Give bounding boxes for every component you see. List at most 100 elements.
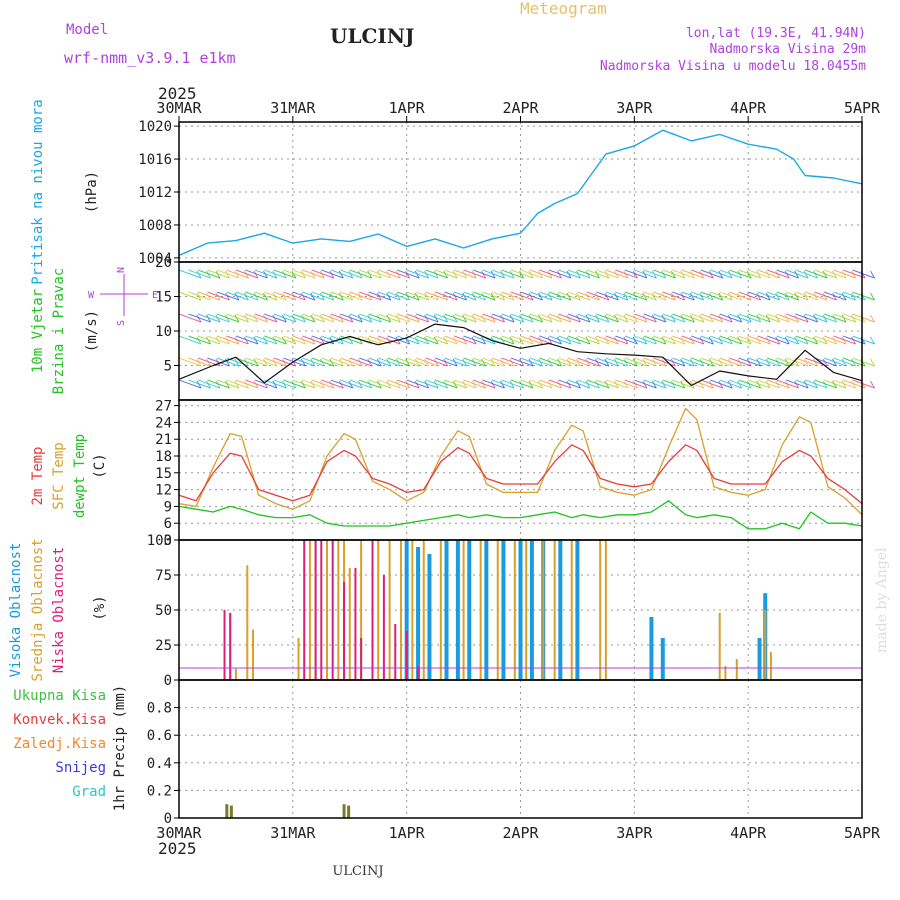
wind-barb-flag bbox=[794, 314, 800, 323]
cloud-mid-bar bbox=[399, 540, 402, 680]
wind-barb-flag bbox=[367, 292, 373, 301]
wind-barb-flag bbox=[405, 292, 411, 301]
wind-barb bbox=[795, 269, 818, 279]
wind-barb-flag bbox=[718, 270, 724, 279]
wind-barb bbox=[235, 335, 259, 345]
wind-barb bbox=[529, 357, 553, 367]
wind-barb-flag bbox=[661, 270, 667, 279]
wind-barb bbox=[453, 379, 477, 389]
cloud-mid-bar bbox=[553, 540, 556, 680]
wind-barb bbox=[852, 291, 875, 301]
wind-barb bbox=[634, 357, 657, 367]
wind-barb-flag bbox=[680, 270, 686, 279]
wind-barb-flag bbox=[594, 358, 600, 367]
wind-barb-flag bbox=[803, 270, 809, 279]
wind-barb bbox=[596, 313, 619, 323]
wind-barb bbox=[804, 291, 828, 301]
wind-barb bbox=[529, 335, 553, 345]
wind-barb bbox=[425, 379, 448, 389]
wind-barb bbox=[340, 335, 363, 345]
cloud-high-bar bbox=[444, 540, 449, 680]
wind-barb bbox=[653, 313, 676, 323]
wind-barb-flag bbox=[604, 314, 610, 323]
wind-barb-flag bbox=[794, 336, 800, 345]
cloud-mid-bar bbox=[388, 540, 391, 680]
wind-barb-flag bbox=[367, 380, 373, 389]
x-tick-bottom: 1APR bbox=[389, 824, 426, 842]
wind-barb-flag bbox=[670, 336, 676, 345]
wind-barb bbox=[605, 379, 629, 389]
wind-barb-flag bbox=[538, 358, 543, 367]
pressure-unit: (hPa) bbox=[84, 171, 100, 213]
wind-unit: (m/s) bbox=[84, 310, 100, 352]
wind-barb bbox=[387, 313, 410, 323]
wind-barb-flag bbox=[348, 292, 354, 301]
wind-barb-flag bbox=[718, 314, 724, 323]
wind-barb-flag bbox=[376, 358, 382, 367]
wind-barb bbox=[453, 357, 477, 367]
wind-barb bbox=[178, 291, 202, 301]
wind-barb-flag bbox=[433, 314, 439, 323]
wind-barb bbox=[795, 291, 818, 301]
wind-barb bbox=[415, 269, 439, 279]
wind-barb-flag bbox=[756, 358, 762, 367]
wind-barb-flag bbox=[784, 314, 790, 323]
wind-barb-flag bbox=[813, 270, 819, 279]
cloud-mid-bar bbox=[422, 540, 425, 680]
wind-barb bbox=[425, 357, 448, 367]
wind-barb-flag bbox=[509, 380, 515, 389]
wind-barb bbox=[472, 357, 496, 367]
wind-barb-flag bbox=[538, 380, 543, 389]
cloud-high-bar bbox=[660, 638, 665, 680]
wind-barb-flag bbox=[585, 358, 591, 367]
wind-barb-flag bbox=[215, 270, 221, 279]
wind-barb-flag bbox=[490, 270, 496, 279]
footer-station: ULCINJ bbox=[332, 864, 383, 879]
wind-barb bbox=[700, 313, 723, 323]
wind-barb bbox=[340, 291, 363, 301]
temperature-ytick: 24 bbox=[155, 415, 172, 431]
wind-barb-flag bbox=[851, 292, 856, 301]
wind-barb bbox=[662, 335, 685, 345]
wind-barb bbox=[729, 335, 752, 345]
wind-barb-flag bbox=[196, 358, 202, 367]
wind-barb-flag bbox=[443, 314, 449, 323]
wind-barb bbox=[188, 379, 211, 389]
wind-barb bbox=[235, 313, 259, 323]
wind-barb-flag bbox=[632, 336, 638, 345]
wind-barb-flag bbox=[234, 292, 240, 301]
wind-barb-flag bbox=[433, 380, 439, 389]
wind-barb-flag bbox=[500, 358, 505, 367]
wind-barb bbox=[378, 291, 401, 301]
cloud-mid-bar bbox=[234, 668, 237, 680]
wind-barb-flag bbox=[338, 270, 344, 279]
wind-barb bbox=[397, 357, 420, 367]
precip-ytick: 0.2 bbox=[147, 783, 172, 799]
wind-barb-flag bbox=[813, 292, 819, 301]
wind-barb bbox=[795, 357, 818, 367]
wind-barb bbox=[605, 269, 629, 279]
wind-barb-flag bbox=[756, 380, 762, 389]
wind-barb bbox=[283, 313, 306, 323]
wind-barb-flag bbox=[490, 292, 496, 301]
wind-barb bbox=[235, 357, 259, 367]
wind-barb bbox=[719, 269, 742, 279]
wind-barb-flag bbox=[746, 292, 752, 301]
wind-barb bbox=[178, 269, 202, 279]
wind-barb-flag bbox=[718, 336, 724, 345]
wind-barb-flag bbox=[585, 380, 591, 389]
wind-barb-flag bbox=[319, 358, 325, 367]
wind-barb-flag bbox=[348, 358, 354, 367]
wind-barb-flag bbox=[727, 270, 733, 279]
wind-barb bbox=[235, 269, 259, 279]
cloud-low-bar bbox=[320, 540, 323, 680]
precip-legend-item: Snijeg bbox=[55, 760, 106, 776]
wind-barb bbox=[216, 357, 240, 367]
wind-barb-flag bbox=[566, 380, 572, 389]
wind-barb-flag bbox=[509, 336, 515, 345]
cloud-mid-bar bbox=[542, 540, 545, 680]
wind-barb bbox=[700, 291, 723, 301]
wind-barb bbox=[359, 357, 382, 367]
wind-barb-flag bbox=[623, 358, 629, 367]
wind-barb bbox=[747, 313, 771, 323]
